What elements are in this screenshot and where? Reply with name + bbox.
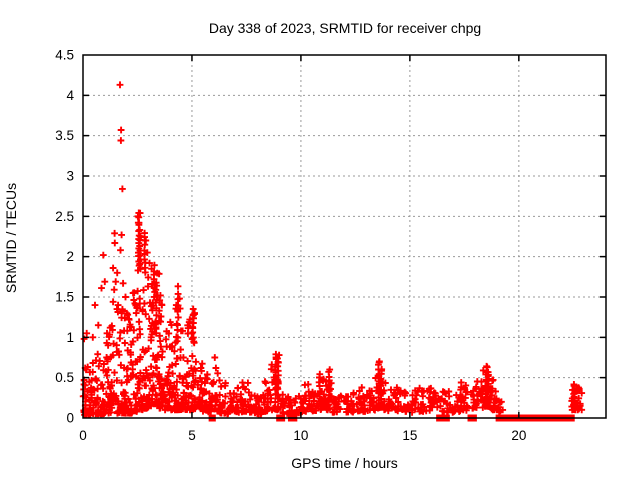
scatter-points xyxy=(79,81,586,419)
x-tick-label: 0 xyxy=(79,428,87,443)
y-tick-label: 3 xyxy=(66,169,74,184)
chart-title: Day 338 of 2023, SRMTID for receiver chp… xyxy=(208,20,482,36)
y-tick-label: 2.5 xyxy=(55,209,74,224)
x-tick-label: 20 xyxy=(511,428,526,443)
y-tick-label: 0 xyxy=(66,411,74,426)
x-axis-label: GPS time / hours xyxy=(291,455,398,471)
y-tick-label: 4 xyxy=(66,88,74,103)
x-tick-label: 5 xyxy=(188,428,196,443)
y-tick-label: 0.5 xyxy=(55,370,74,385)
plot-frame xyxy=(82,54,607,419)
y-tick-label: 3.5 xyxy=(55,128,74,143)
x-tick-label: 10 xyxy=(293,428,308,443)
y-tick-label: 1 xyxy=(66,330,74,345)
y-tick-label: 1.5 xyxy=(55,290,74,305)
x-tick-label: 15 xyxy=(402,428,417,443)
y-tick-label: 2 xyxy=(66,249,74,264)
grid-lines xyxy=(83,55,606,418)
y-tick-label: 4.5 xyxy=(55,48,74,63)
